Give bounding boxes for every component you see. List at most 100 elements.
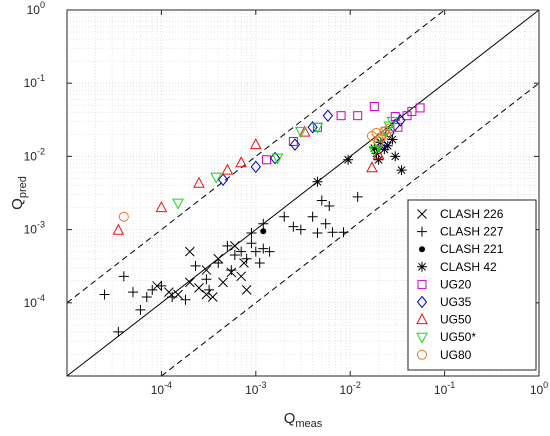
x-tick-label: 10-3	[245, 380, 266, 397]
data-point	[258, 243, 269, 254]
data-point	[338, 227, 349, 238]
legend-marker	[416, 313, 428, 325]
data-point	[210, 172, 222, 184]
data-point	[377, 138, 388, 151]
data-point	[384, 123, 395, 134]
data-point	[184, 246, 195, 257]
data-point	[379, 126, 390, 137]
data-point	[312, 227, 323, 238]
data-point	[307, 120, 318, 134]
y-tick-label: 10-1	[24, 73, 45, 90]
data-point	[381, 129, 392, 140]
legend-label: UG50	[440, 313, 472, 327]
data-point	[311, 122, 324, 134]
data-point	[327, 227, 338, 238]
legend-item: UG20	[417, 277, 472, 291]
legend-label: CLASH 221	[440, 242, 504, 256]
legend-marker	[416, 295, 428, 309]
data-point	[249, 138, 262, 150]
data-point	[298, 125, 311, 137]
data-point	[372, 148, 385, 160]
identity-line	[66, 9, 540, 377]
legend-marker	[417, 261, 427, 272]
data-point	[184, 277, 195, 288]
data-point	[352, 191, 363, 202]
data-point	[118, 271, 129, 282]
y-tick-label: 10-3	[24, 220, 45, 237]
data-point	[127, 287, 138, 298]
data-point	[204, 284, 215, 295]
data-point	[295, 126, 307, 138]
data-point	[396, 165, 407, 176]
data-point	[218, 277, 228, 288]
data-point	[324, 201, 335, 212]
data-point	[250, 160, 261, 174]
legend-item: CLASH 42	[417, 260, 497, 274]
legend-item: UG35	[416, 295, 472, 309]
legend-marker	[416, 332, 428, 344]
data-point	[201, 265, 212, 275]
data-point	[194, 283, 204, 293]
data-point	[373, 154, 384, 165]
y-axis-label: Qpred	[9, 176, 29, 210]
data-point	[230, 240, 240, 251]
data-point	[241, 285, 252, 295]
y-tick-label: 100	[27, 0, 45, 17]
data-point	[316, 195, 327, 206]
y-tick-label: 10-4	[24, 293, 45, 310]
data-point	[241, 253, 252, 264]
data-point	[221, 163, 234, 175]
data-point	[207, 292, 218, 302]
data-point	[353, 111, 363, 121]
x-tick-label: 10-1	[434, 380, 455, 397]
legend-label: CLASH 42	[440, 260, 497, 274]
data-point	[246, 238, 257, 249]
data-point	[322, 109, 334, 122]
legend-marker	[417, 226, 427, 237]
legend-item: UG50*	[416, 330, 476, 344]
legend-marker	[417, 209, 427, 219]
data-point	[368, 146, 381, 158]
legend-item: CLASH 221	[419, 242, 504, 256]
data-point	[366, 161, 378, 173]
data-point	[369, 143, 380, 154]
data-point	[172, 198, 184, 210]
data-point	[167, 292, 178, 303]
x-tick-label: 10-2	[340, 380, 361, 397]
data-point	[264, 246, 275, 257]
data-point	[250, 246, 261, 257]
data-point	[262, 155, 272, 165]
data-points	[99, 102, 425, 337]
data-point	[288, 221, 299, 232]
legend-label: UG20	[440, 277, 472, 291]
legend-marker	[419, 246, 425, 253]
reference-lines	[66, 9, 540, 377]
x-axis-label: Qmeas	[284, 410, 323, 430]
y-tick-label: 10-2	[24, 146, 45, 163]
data-point	[180, 294, 191, 305]
data-point	[99, 289, 110, 300]
data-point	[373, 136, 384, 147]
data-point	[320, 218, 331, 229]
legend-item: CLASH 227	[417, 225, 504, 239]
legend-label: CLASH 227	[440, 225, 504, 239]
legend-item: UG80	[417, 348, 472, 362]
axis-ticks: 10-4 10-4 10-3 10-3 10-2 10-2 10-1 10-1 100 100	[24, 0, 549, 397]
data-point	[307, 211, 318, 222]
data-point	[213, 257, 224, 268]
data-point	[236, 246, 247, 257]
legend-item: CLASH 226	[417, 207, 504, 221]
data-point	[147, 284, 158, 295]
data-point	[236, 271, 247, 282]
data-point	[254, 257, 265, 268]
data-point	[118, 211, 129, 222]
legend-label: UG50*	[440, 330, 476, 344]
x-tick-label: 10-4	[151, 380, 172, 397]
data-point	[390, 151, 401, 162]
data-point	[312, 176, 323, 187]
x-tick-label: 100	[530, 380, 548, 397]
data-point	[156, 280, 167, 291]
legend-item: UG50	[416, 313, 472, 327]
data-point	[222, 240, 233, 251]
